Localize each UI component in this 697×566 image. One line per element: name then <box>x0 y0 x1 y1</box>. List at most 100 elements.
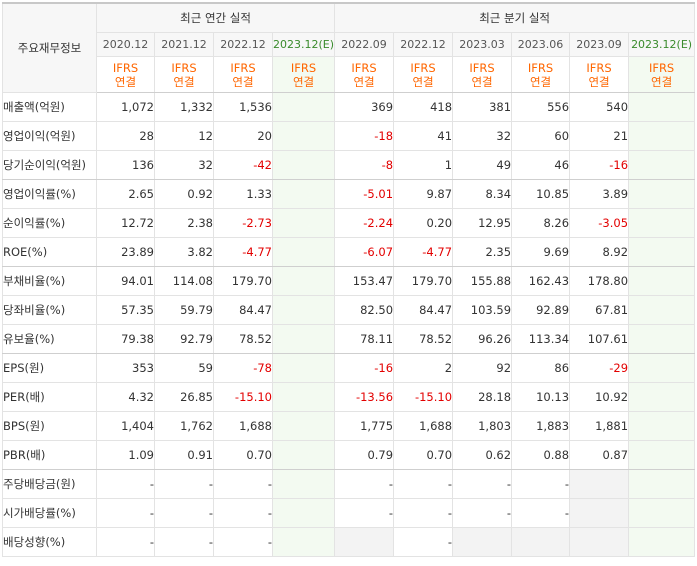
ifrs-label: IFRS <box>351 60 377 75</box>
table-cell: 10.92 <box>569 382 630 412</box>
table-cell: -13.56 <box>334 382 395 412</box>
table-cell <box>271 411 336 441</box>
table-cell: - <box>96 527 155 557</box>
consolidated-label: 연결 <box>173 74 195 89</box>
table-row: 영업이익(억원) 28 12 20 -18 41 32 60 21 <box>2 121 696 151</box>
table-cell: 32 <box>452 121 513 151</box>
table-cell: 12.95 <box>452 208 513 238</box>
table-cell: 1,883 <box>511 411 571 441</box>
table-cell <box>628 411 696 441</box>
table-row: 당좌비율(%) 57.35 59.79 84.47 82.50 84.47 103.59 92… <box>2 295 696 325</box>
table-cell: -15.10 <box>393 382 454 412</box>
table-cell: - <box>154 469 214 499</box>
table-cell: 1,688 <box>393 411 454 441</box>
table-cell: 92.89 <box>511 295 571 325</box>
table-cell: 10.85 <box>511 179 571 209</box>
table-cell: 2 <box>393 353 454 383</box>
table-cell: 1.09 <box>96 440 155 470</box>
row-label: 순이익률(%) <box>2 208 97 238</box>
table-cell <box>628 324 696 354</box>
table-cell: 8.26 <box>511 208 571 238</box>
table-cell: - <box>452 469 513 499</box>
table-cell <box>271 353 336 383</box>
table-cell <box>628 295 696 325</box>
table-cell <box>271 440 336 470</box>
table-cell: 94.01 <box>96 266 155 296</box>
table-cell <box>452 527 513 557</box>
table-cell: 540 <box>569 92 630 122</box>
ifrs-label: IFRS <box>648 60 675 75</box>
table-cell <box>271 295 336 325</box>
table-cell: 2.35 <box>452 237 513 267</box>
table-cell <box>271 92 336 122</box>
table-cell <box>271 469 336 499</box>
table-cell: -4.77 <box>393 237 454 267</box>
consolidated-label: 연결 <box>651 74 673 89</box>
ifrs-label: IFRS <box>171 60 197 75</box>
table-cell: - <box>511 498 571 528</box>
table-cell: 32 <box>154 150 214 180</box>
table-cell: - <box>452 498 513 528</box>
table-cell: - <box>393 469 454 499</box>
table-cell: 3.89 <box>569 179 630 209</box>
table-cell: 57.35 <box>96 295 155 325</box>
ifrs-label: IFRS <box>527 60 554 75</box>
period-header: 2021.12 <box>154 32 214 57</box>
ifrs-consolidated-label: IFRS 연결 <box>96 56 155 93</box>
table-cell: -5.01 <box>334 179 395 209</box>
table-row: ROE(%) 23.89 3.82 -4.77 -6.07 -4.77 2.35 9.69 8.… <box>2 237 696 267</box>
table-cell: - <box>393 527 454 557</box>
table-cell: -8 <box>334 150 395 180</box>
table-cell: - <box>393 498 454 528</box>
table-cell: -2.24 <box>334 208 395 238</box>
table-cell: - <box>213 498 273 528</box>
consolidated-label: 연결 <box>353 74 375 89</box>
table-cell <box>628 121 696 151</box>
table-cell: 86 <box>511 353 571 383</box>
table-cell <box>569 469 630 499</box>
table-cell: -15.10 <box>213 382 273 412</box>
table-cell <box>628 179 696 209</box>
table-cell: 59 <box>154 353 214 383</box>
table-cell: 8.92 <box>569 237 630 267</box>
table-cell: 103.59 <box>452 295 513 325</box>
table-cell: 23.89 <box>96 237 155 267</box>
table-cell <box>271 121 336 151</box>
period-header-row: 2020.12 2021.12 2022.12 2023.12(E) 2022.09 20… <box>3 32 696 57</box>
table-cell: 179.70 <box>393 266 454 296</box>
row-label: BPS(원) <box>2 411 97 441</box>
table-cell <box>511 527 571 557</box>
table-cell: 46 <box>511 150 571 180</box>
table-body: 매출액(억원) 1,072 1,332 1,536 369 418 381 556 540 영업이… <box>2 92 696 557</box>
table-cell <box>334 527 395 557</box>
table-cell <box>628 498 696 528</box>
table-cell <box>271 266 336 296</box>
ifrs-label: IFRS <box>586 60 612 75</box>
table-row: EPS(원) 353 59 -78 -16 2 92 86 -29 <box>2 353 696 383</box>
table-cell: 1,762 <box>154 411 214 441</box>
table-cell: 1,803 <box>452 411 513 441</box>
table-row: 유보율(%) 79.38 92.79 78.52 78.11 78.52 96.26 113.… <box>2 324 696 354</box>
ifrs-label: IFRS <box>230 60 256 75</box>
table-row: 영업이익률(%) 2.65 0.92 1.33 -5.01 9.87 8.34 10.85 3.… <box>2 179 696 209</box>
period-header: 2023.06 <box>511 32 571 57</box>
table-row: 당기순이익(억원) 136 32 -42 -8 1 49 46 -16 <box>2 150 696 180</box>
table-cell: - <box>96 469 155 499</box>
period-header: 2023.09 <box>569 32 630 57</box>
table-cell: 0.62 <box>452 440 513 470</box>
table-cell: 0.79 <box>334 440 395 470</box>
table-row: 시가배당률(%) - - - - - - - <box>2 498 696 528</box>
table-cell: 41 <box>393 121 454 151</box>
ifrs-consolidated-label: IFRS 연결 <box>213 56 273 93</box>
table-cell: 113.34 <box>511 324 571 354</box>
table-cell: -18 <box>334 121 395 151</box>
table-cell <box>628 237 696 267</box>
ifrs-consolidated-label: IFRS 연결 <box>154 56 214 93</box>
table-cell: 2.65 <box>96 179 155 209</box>
table-cell <box>628 353 696 383</box>
table-cell: 0.70 <box>213 440 273 470</box>
table-row: 순이익률(%) 12.72 2.38 -2.73 -2.24 0.20 12.95 8.26-… <box>2 208 696 238</box>
table-cell <box>628 150 696 180</box>
table-row: BPS(원) 1,404 1,762 1,688 1,775 1,688 1,803 1,88… <box>2 411 696 441</box>
consolidated-label: 연결 <box>232 74 254 89</box>
